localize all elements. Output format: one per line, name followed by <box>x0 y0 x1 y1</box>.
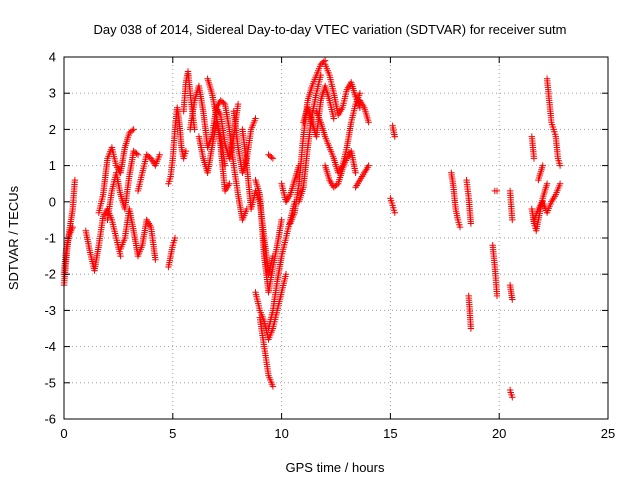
y-tick-label: -1 <box>44 231 56 246</box>
data-point <box>171 234 179 242</box>
data-point <box>543 180 551 187</box>
y-tick-label: 2 <box>49 122 56 137</box>
data-point <box>556 180 564 187</box>
data-point <box>226 180 233 187</box>
x-axis-label: GPS time / hours <box>286 460 385 475</box>
data-point <box>252 115 259 122</box>
x-tick-label: 15 <box>383 426 397 441</box>
data-point <box>129 127 136 134</box>
data-point <box>391 209 398 216</box>
y-tick-label: -3 <box>44 303 56 318</box>
data-point <box>130 126 137 133</box>
data-point <box>509 296 516 303</box>
data-point <box>391 133 398 140</box>
data-point <box>493 292 501 300</box>
data-point <box>156 151 163 158</box>
data-point <box>69 223 76 231</box>
y-tick-label: 0 <box>49 194 56 209</box>
data-point <box>278 216 285 224</box>
y-tick-label: 3 <box>49 86 56 101</box>
data-point <box>467 325 475 332</box>
data-point <box>556 162 564 169</box>
data-point <box>365 162 372 169</box>
x-tick-label: 20 <box>492 426 506 441</box>
x-tick-label: 0 <box>60 426 67 441</box>
data-point <box>182 147 190 155</box>
x-tick-label: 25 <box>601 426 615 441</box>
y-tick-label: -2 <box>44 267 56 282</box>
data-point <box>333 181 340 189</box>
y-axis-label: SDTVAR / TECUs <box>6 185 21 290</box>
data-point <box>530 155 538 162</box>
data-point <box>268 154 275 161</box>
data-point <box>330 115 337 122</box>
data-point <box>509 394 516 401</box>
y-tick-label: -6 <box>44 412 56 427</box>
data-point <box>317 71 324 79</box>
y-tick-label: 1 <box>49 158 56 173</box>
x-tick-label: 10 <box>274 426 288 441</box>
data-point <box>133 150 140 157</box>
data-point <box>117 252 124 260</box>
data-point <box>282 271 290 278</box>
data-point <box>467 220 475 227</box>
data-point <box>493 187 501 195</box>
data-point <box>365 119 372 126</box>
data-point <box>71 176 79 184</box>
data-point <box>220 99 227 107</box>
y-tick-label: -5 <box>44 375 56 390</box>
data-point <box>456 223 464 231</box>
data-point <box>509 216 516 224</box>
data-point <box>352 169 359 176</box>
data-point <box>234 100 242 108</box>
y-tick-label: 4 <box>49 50 56 65</box>
data-point <box>539 162 546 169</box>
chart-title: Day 038 of 2014, Sidereal Day-to-day VTE… <box>94 22 567 37</box>
y-tick-label: -4 <box>44 339 56 354</box>
data-point <box>134 151 142 158</box>
data-point <box>356 90 364 97</box>
data-point <box>152 256 159 263</box>
axis-ticks: 0 5 10 15 20 25 -6 -5 -4 -3 -2 -1 0 1 2 3 4 <box>44 50 615 442</box>
data-point <box>269 155 277 162</box>
grid-lines <box>64 57 608 419</box>
x-tick-label: 5 <box>169 426 176 441</box>
data-point <box>269 383 277 390</box>
data-points <box>60 57 564 401</box>
